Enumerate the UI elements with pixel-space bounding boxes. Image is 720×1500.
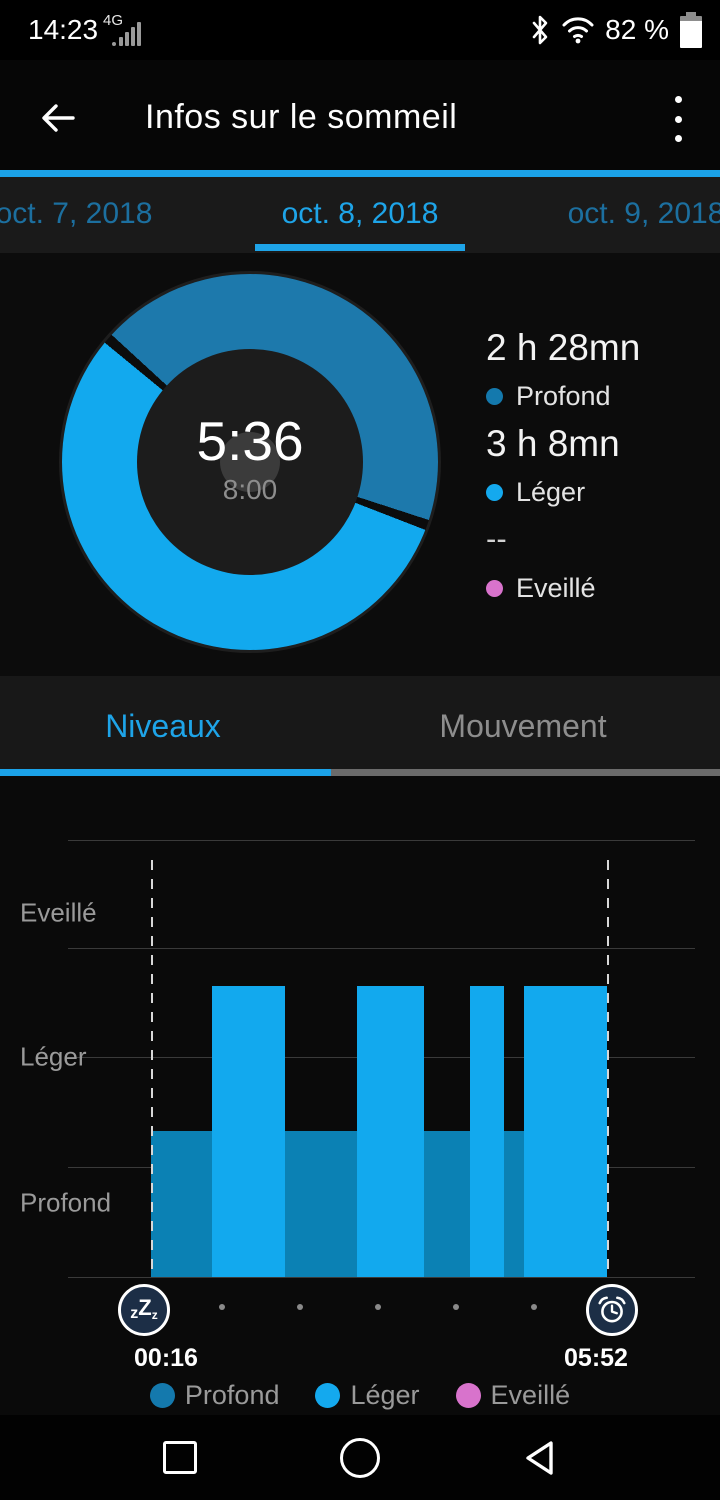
sleep-start-dashed-line [151, 860, 153, 1278]
tab-niveaux[interactable]: Niveaux [105, 708, 221, 744]
timeline-dot [531, 1304, 537, 1310]
deep-sleep-label: Profond [516, 381, 611, 411]
wifi-icon [562, 17, 594, 44]
signal-strength-icon [112, 20, 142, 46]
chart-gridline [68, 840, 695, 841]
android-nav-bar [0, 1415, 720, 1500]
date-tab-previous[interactable]: oct. 7, 2018 [0, 197, 153, 230]
date-tab-next[interactable]: oct. 9, 2018 [567, 197, 720, 230]
donut-center: 5:36 8:00 [196, 410, 303, 505]
awake-label: Eveillé [516, 573, 596, 603]
sleep-segment-bar [423, 1131, 470, 1277]
date-tab-bar: oct. 7, 2018 oct. 8, 2018 oct. 9, 2018 [0, 177, 720, 253]
tab-mouvement[interactable]: Mouvement [439, 708, 607, 744]
alarm-clock-icon [586, 1284, 638, 1336]
network-type-badge: 4G [103, 12, 124, 29]
back-button[interactable] [523, 1439, 555, 1477]
chart-gridline [68, 948, 695, 949]
donut-hole: 5:36 8:00 [137, 349, 363, 575]
bluetooth-icon [532, 15, 548, 45]
page-title: Infos sur le sommeil [145, 98, 458, 136]
sleep-segment-bar [524, 986, 607, 1277]
sleep-end-time: 05:52 [564, 1344, 628, 1372]
awake-row: Eveillé [486, 573, 596, 604]
sleep-segment-bar [285, 1131, 358, 1277]
timeline-dot [375, 1304, 381, 1310]
selected-date-underline [255, 244, 465, 251]
sleep-end-dashed-line [607, 860, 609, 1278]
awake-dot-icon [486, 580, 503, 597]
overflow-menu-button[interactable] [668, 96, 688, 142]
light-sleep-row: Léger [486, 477, 585, 508]
light-sleep-label: Léger [516, 477, 586, 507]
light-sleep-value: 3 h 8mn [486, 423, 620, 464]
awake-value: -- [486, 521, 507, 556]
timeline-dot [453, 1304, 459, 1310]
sleep-donut-chart: 5:36 8:00 [62, 274, 438, 650]
light-dot-icon [486, 484, 503, 501]
back-arrow-button[interactable] [38, 98, 78, 138]
deep-sleep-row: Profond [486, 381, 611, 412]
axis-label-0: Eveillé [20, 897, 97, 928]
active-tab-underline [0, 769, 331, 776]
chart-legend: Profond Léger Eveillé [0, 1380, 720, 1411]
inactive-tab-underline [331, 769, 720, 776]
sleep-segment-bar [469, 986, 504, 1277]
sleep-goal: 8:00 [222, 474, 278, 505]
sleep-segment-bar [503, 1131, 525, 1277]
battery-percent: 82 % [605, 14, 669, 45]
legend-deep-label: Profond [184, 1380, 280, 1410]
legend-light-dot-icon [315, 1383, 341, 1408]
sleep-start-time: 00:16 [134, 1344, 198, 1372]
legend-item-leger: Léger [315, 1380, 420, 1411]
axis-label-1: Léger [20, 1041, 87, 1072]
chart-gridline [68, 1277, 695, 1278]
sleep-segment-bar [212, 986, 286, 1277]
legend-deep-dot-icon [149, 1383, 175, 1408]
timeline-dot [297, 1304, 303, 1310]
legend-item-eveille: Eveillé [455, 1380, 571, 1411]
date-tab-current[interactable]: oct. 8, 2018 [281, 197, 439, 230]
timeline-dot [219, 1304, 225, 1310]
home-button[interactable] [340, 1438, 380, 1478]
view-tab-bar: Niveaux Mouvement [0, 676, 720, 776]
axis-label-2: Profond [20, 1187, 112, 1218]
header-accent-line [0, 170, 720, 177]
legend-item-profond: Profond [149, 1380, 280, 1411]
clock-time: 14:23 [28, 14, 99, 45]
battery-icon [680, 12, 702, 48]
legend-awake-label: Eveillé [490, 1380, 571, 1410]
status-bar: 14:23 4G 82 % [0, 0, 720, 60]
legend-awake-dot-icon [455, 1383, 481, 1408]
sleep-duration: 5:36 [196, 410, 304, 472]
app-header: Infos sur le sommeil [0, 60, 720, 170]
legend-light-label: Léger [350, 1380, 420, 1410]
sleep-summary-section: 5:36 8:00 2 h 28mn Profond 3 h 8mn Léger… [0, 253, 720, 676]
deep-sleep-value: 2 h 28mn [486, 327, 641, 368]
recents-button[interactable] [163, 1441, 197, 1474]
deep-dot-icon [486, 388, 503, 405]
sleep-segment-bar [357, 986, 424, 1277]
sleep-segment-bar [151, 1131, 213, 1277]
